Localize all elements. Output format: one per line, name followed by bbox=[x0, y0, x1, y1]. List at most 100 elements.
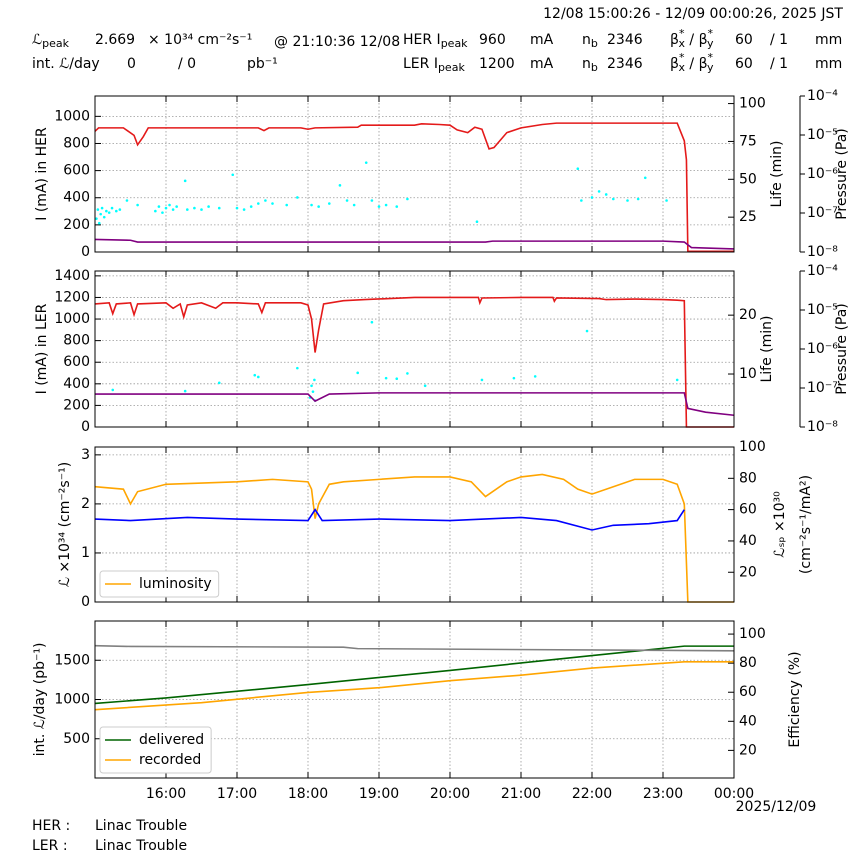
scatter-point bbox=[612, 197, 615, 201]
bunches: 2346 bbox=[607, 56, 643, 72]
text-sub: b bbox=[591, 37, 598, 50]
status-ring: LER : bbox=[32, 838, 68, 854]
scatter-point bbox=[257, 202, 260, 205]
scatter-point bbox=[512, 376, 516, 380]
beta-x: 60 bbox=[735, 32, 753, 48]
scatter-point bbox=[154, 209, 157, 213]
ring-current: 960 bbox=[479, 32, 506, 48]
y3-tick-label: 10⁻⁵ bbox=[807, 302, 838, 318]
scatter-point bbox=[235, 206, 239, 210]
y-axis-label: I (mA) in LER bbox=[34, 303, 50, 394]
bunches-label: nb bbox=[582, 56, 598, 74]
x-tick-label: 23:00 bbox=[643, 786, 683, 802]
ring-current-label: HER Ipeak bbox=[403, 32, 468, 50]
scatter-point bbox=[580, 199, 583, 202]
y-tick-label: 600 bbox=[63, 163, 90, 179]
x-tick-label: 18:00 bbox=[288, 786, 328, 802]
y-tick-label: 800 bbox=[63, 135, 90, 151]
y2-axis-label: (cm⁻²s⁻¹/mA²) bbox=[798, 475, 814, 574]
scatter-point bbox=[257, 375, 260, 379]
scatter-point bbox=[193, 206, 196, 210]
y2-axis-label: Efficiency (%) bbox=[787, 651, 803, 747]
y-axis-label: ℒ ×10³⁴ (cm⁻²s⁻¹) bbox=[57, 462, 73, 587]
scatter-point bbox=[186, 208, 189, 211]
scatter-point bbox=[118, 208, 122, 211]
beta-label: β* x / β* y bbox=[670, 51, 714, 74]
scatter-point bbox=[626, 199, 629, 202]
scatter-point bbox=[111, 388, 115, 392]
text-sub: b bbox=[591, 61, 598, 74]
scatter-point bbox=[168, 203, 171, 207]
scatter-point bbox=[345, 199, 349, 202]
scatter-point bbox=[328, 202, 331, 205]
scatter-point bbox=[231, 173, 235, 177]
text-part: / β bbox=[685, 56, 708, 72]
scatter-point bbox=[161, 211, 164, 214]
scatter-point bbox=[395, 205, 399, 208]
scatter-point bbox=[115, 209, 118, 213]
int-delivered: 0 bbox=[127, 56, 136, 72]
scatter-point bbox=[338, 184, 342, 187]
beta-y: / 1 bbox=[770, 32, 788, 48]
scatter-point bbox=[164, 206, 168, 210]
y2-tick-label: 50 bbox=[739, 171, 757, 187]
y2-tick-label: 60 bbox=[739, 684, 757, 700]
x-tick-label: 16:00 bbox=[146, 786, 186, 802]
y3-tick-label: 10⁻⁶ bbox=[807, 166, 838, 182]
plot-frame bbox=[94, 270, 735, 428]
scatter-point bbox=[285, 203, 289, 207]
beta-x: 60 bbox=[735, 56, 753, 72]
scatter-point bbox=[597, 190, 601, 193]
text-sub: peak bbox=[441, 37, 468, 50]
y3-tick-label: 10⁻⁸ bbox=[807, 244, 838, 260]
y2-axis-label: Life (min) bbox=[759, 315, 775, 382]
y-tick-label: 500 bbox=[63, 731, 90, 747]
scatter-point bbox=[183, 179, 187, 183]
scatter-point bbox=[576, 167, 580, 170]
text-sup: * bbox=[708, 27, 714, 40]
scatter-point bbox=[317, 205, 320, 208]
y-tick-label: 0 bbox=[81, 594, 90, 610]
ring-current-label: LER Ipeak bbox=[403, 56, 465, 74]
scatter-point bbox=[423, 384, 427, 388]
scatter-point bbox=[96, 208, 100, 211]
text-part: HER I bbox=[403, 32, 441, 48]
series-line bbox=[94, 238, 735, 250]
scatter-point bbox=[136, 203, 139, 207]
scatter-point bbox=[480, 378, 484, 382]
scatter-point bbox=[264, 199, 267, 202]
beta-unit: mm bbox=[815, 56, 842, 72]
plot-frame bbox=[94, 620, 735, 779]
period: 12/08 15:00:26 - 12/09 00:00:26, 2025 JS… bbox=[543, 6, 843, 22]
int-unit: pb⁻¹ bbox=[247, 56, 278, 72]
text-part: / β bbox=[685, 32, 708, 48]
y-tick-label: 1500 bbox=[54, 652, 90, 668]
scatter-point bbox=[200, 208, 203, 211]
status-message: Linac Trouble bbox=[95, 818, 187, 834]
y2-tick-label: 100 bbox=[739, 96, 766, 112]
status-ring: HER : bbox=[32, 818, 70, 834]
y3-tick-label: 10⁻⁷ bbox=[807, 205, 838, 221]
text-sub: peak bbox=[438, 61, 465, 74]
y-tick-label: 1 bbox=[81, 545, 90, 561]
series-line bbox=[94, 296, 734, 428]
y-tick-label: 400 bbox=[63, 190, 90, 206]
scatter-point bbox=[296, 366, 299, 370]
scatter-point bbox=[636, 197, 640, 201]
scatter-point bbox=[249, 205, 253, 208]
text-part: β bbox=[670, 56, 679, 72]
series-line bbox=[95, 392, 735, 417]
ring-current-unit: mA bbox=[530, 32, 554, 48]
peak-value: 2.669 bbox=[95, 32, 135, 48]
scatter-point bbox=[99, 212, 102, 216]
y3-tick-label: 10⁻⁴ bbox=[807, 263, 838, 279]
scatter-point bbox=[406, 372, 409, 375]
x-tick-label: 17:00 bbox=[217, 786, 257, 802]
y3-tick-label: 10⁻⁵ bbox=[807, 127, 838, 143]
y3-tick-label: 10⁻⁴ bbox=[807, 88, 838, 104]
scatter-point bbox=[643, 176, 647, 180]
text-sup: * bbox=[708, 51, 714, 64]
scatter-point bbox=[352, 203, 356, 207]
text-part: LER I bbox=[403, 56, 438, 72]
